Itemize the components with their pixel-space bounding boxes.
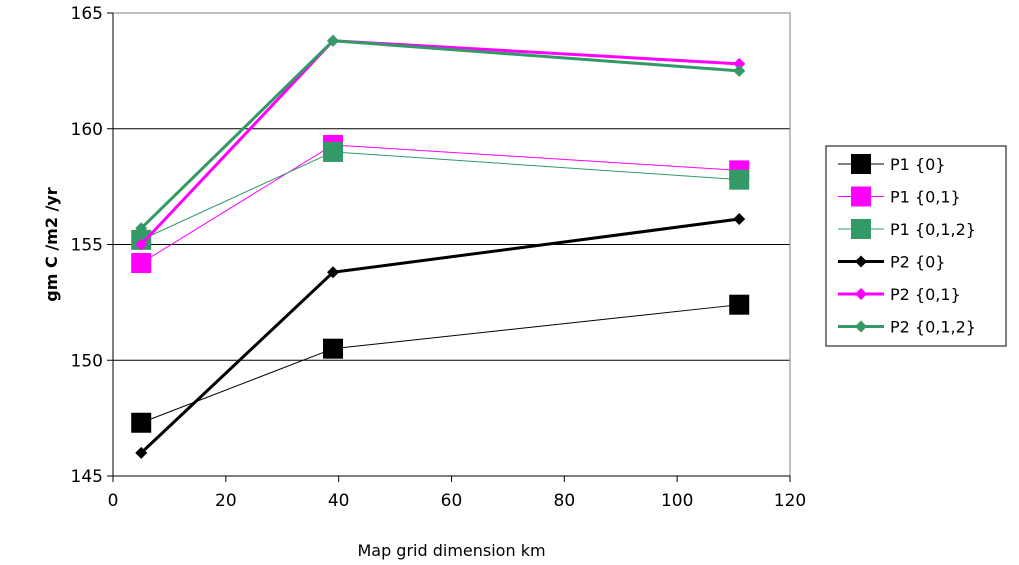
data-point — [733, 213, 746, 226]
y-tick-label: 155 — [71, 236, 103, 256]
series-3 — [135, 213, 746, 459]
legend: P1 {0} P1 {0,1} P1 {0,1,2} P2 {0} P2 {0,1} P2… — [825, 145, 1007, 347]
data-point — [855, 320, 867, 333]
series-layer — [131, 34, 750, 459]
legend-label: P2 {0,1} — [890, 285, 961, 304]
legend-item: P1 {0,1} — [838, 186, 961, 207]
y-axis-title: gm C /m2 /yr — [42, 187, 61, 302]
data-point — [855, 255, 867, 268]
x-tick-label: 100 — [661, 491, 693, 511]
x-tick-label: 20 — [215, 491, 237, 511]
series-line — [140, 217, 740, 454]
data-point — [327, 266, 340, 279]
gridlines — [113, 12, 790, 477]
series-0 — [131, 294, 750, 433]
data-point — [855, 288, 867, 300]
data-point — [323, 338, 344, 359]
x-tick-label: 40 — [328, 491, 350, 511]
data-point — [135, 446, 148, 459]
x-tick-label: 120 — [774, 491, 806, 511]
y-tick-label: 145 — [71, 467, 103, 487]
data-point — [135, 222, 148, 235]
axes: 145 150 155 160 165 0 20 40 60 80 100 120 — [71, 4, 807, 511]
y-tick-label: 150 — [71, 351, 103, 371]
data-point — [729, 169, 750, 190]
y-tick-label: 165 — [71, 4, 103, 24]
data-point — [131, 253, 152, 274]
series-line — [140, 144, 740, 264]
series-line — [140, 39, 740, 230]
x-axis-title: Map grid dimension km — [357, 541, 545, 560]
data-point — [323, 141, 344, 162]
data-point — [327, 34, 340, 47]
y-tick-label: 160 — [71, 120, 103, 140]
legend-label: P1 {0} — [890, 155, 945, 174]
data-point — [851, 219, 871, 239]
x-tick-label: 80 — [554, 491, 576, 511]
legend-label: P2 {0,1,2} — [890, 318, 976, 337]
data-point — [131, 412, 152, 433]
data-point — [729, 294, 750, 315]
legend-label: P1 {0,1,2} — [890, 220, 976, 239]
legend-item: P1 {0,1,2} — [838, 219, 976, 239]
legend-item: P2 {0} — [838, 253, 945, 272]
series-line — [141, 304, 740, 424]
series-5 — [135, 34, 746, 235]
data-point — [851, 154, 871, 174]
legend-item: P2 {0,1,2} — [838, 318, 976, 337]
legend-item: P2 {0,1} — [838, 285, 961, 304]
data-point — [135, 238, 148, 251]
data-point — [733, 57, 746, 70]
data-point — [851, 186, 871, 207]
legend-box — [825, 145, 1007, 347]
legend-label: P1 {0,1} — [890, 188, 961, 207]
x-tick-label: 60 — [441, 491, 463, 511]
legend-label: P2 {0} — [890, 253, 945, 272]
legend-item: P1 {0} — [838, 154, 945, 174]
x-tick-label: 0 — [108, 491, 119, 511]
data-point — [733, 64, 746, 77]
